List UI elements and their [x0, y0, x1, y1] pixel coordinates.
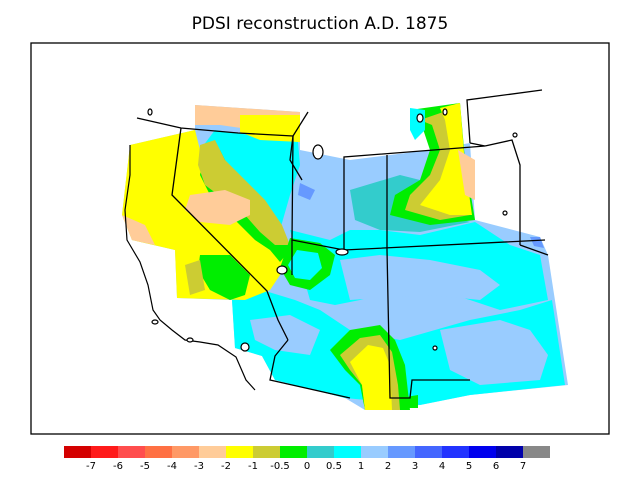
legend-swatch	[496, 446, 523, 458]
legend-swatch	[64, 446, 91, 458]
legend-tick-label: 1	[357, 461, 365, 472]
legend-swatch	[253, 446, 280, 458]
legend-tick-label: -2	[221, 461, 231, 472]
field-cyan-ut	[288, 250, 322, 280]
field-yellow-wy	[420, 103, 472, 215]
legend-swatch	[415, 446, 442, 458]
legend-tick-label: -7	[86, 461, 96, 472]
field-peach-west	[185, 190, 250, 225]
legend-swatch	[361, 446, 388, 458]
legend-tick-label: -0.5	[270, 461, 290, 472]
legend-tick-label: 0.5	[326, 461, 342, 472]
legend-tick-label: -1	[248, 461, 258, 472]
legend-tick-label: 5	[465, 461, 473, 472]
legend-tick-label: -4	[167, 461, 177, 472]
legend-swatch	[199, 446, 226, 458]
legend-tick-label: 3	[411, 461, 419, 472]
legend-swatch	[442, 446, 469, 458]
legend-swatch	[334, 446, 361, 458]
field-olive-west	[198, 140, 290, 245]
pdsi-field	[122, 103, 568, 410]
map-title: PDSI reconstruction A.D. 1875	[191, 14, 449, 34]
legend-tick-label: 6	[492, 461, 500, 472]
legend-tick-label: 4	[438, 461, 446, 472]
legend-tick-label: -3	[194, 461, 204, 472]
field-lightblue-mid	[340, 255, 500, 300]
lakes	[147, 108, 518, 352]
field-cyan-north	[200, 130, 300, 230]
coastline	[124, 145, 256, 391]
field-yellow-az	[350, 345, 392, 410]
legend-swatch	[280, 446, 307, 458]
legend-tick-label: -6	[113, 461, 123, 472]
field-lightblue-south	[440, 320, 548, 385]
legend-swatch	[118, 446, 145, 458]
legend-swatch	[388, 446, 415, 458]
legend-swatch	[91, 446, 118, 458]
legend-swatch	[226, 446, 253, 458]
legend-swatch	[307, 446, 334, 458]
field-green-sierra	[198, 255, 250, 300]
legend-swatch	[145, 446, 172, 458]
legend-colorbar	[64, 446, 550, 458]
legend-swatch	[523, 446, 550, 458]
legend-tick-label: 2	[384, 461, 392, 472]
legend-tick-label: 7	[519, 461, 527, 472]
field-olive-sierra	[185, 260, 205, 295]
legend-tick-label: -5	[140, 461, 150, 472]
state-boundaries	[136, 89, 549, 399]
legend-tick-label: 0	[303, 461, 311, 472]
field-peach-ne	[458, 150, 475, 200]
legend-swatch	[172, 446, 199, 458]
field-darkblue-north	[298, 183, 315, 200]
field-peach-sw	[122, 215, 155, 245]
legend-swatch	[469, 446, 496, 458]
